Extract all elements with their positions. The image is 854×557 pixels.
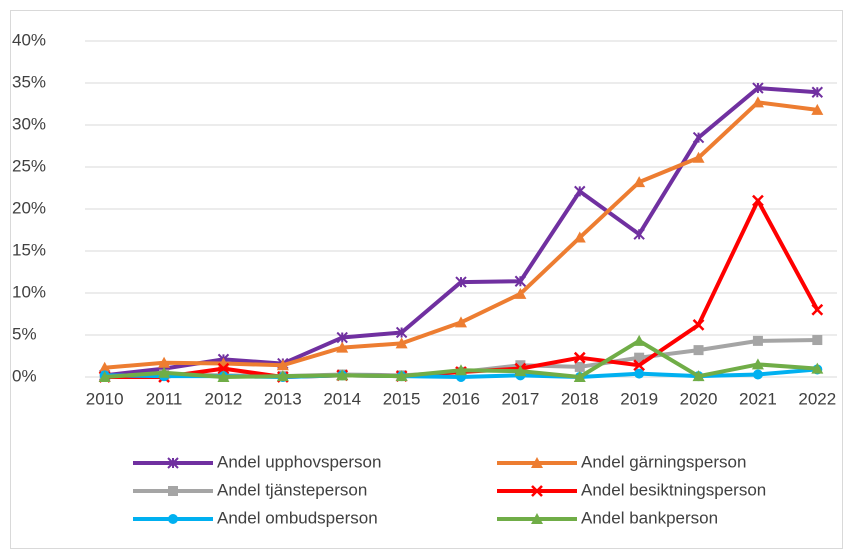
legend-marker — [168, 514, 178, 524]
marker — [276, 370, 289, 382]
marker — [752, 369, 763, 380]
marker — [692, 370, 705, 382]
marker — [811, 362, 824, 374]
x-tick-label: 2017 — [501, 389, 539, 408]
x-tick-label: 2010 — [86, 389, 124, 408]
y-tick-label: 10% — [12, 282, 46, 301]
x-tick-label: 2020 — [680, 389, 718, 408]
marker — [811, 303, 824, 316]
x-tick-label: 2018 — [561, 389, 599, 408]
marker — [395, 326, 408, 339]
marker — [811, 103, 824, 115]
marker — [573, 231, 586, 243]
y-tick-label: 15% — [12, 240, 46, 259]
marker — [336, 369, 349, 381]
marker — [751, 358, 764, 370]
marker — [514, 275, 527, 287]
y-tick-label: 35% — [12, 72, 46, 91]
legend-label: Andel ombudsperson — [217, 508, 378, 527]
marker — [812, 335, 823, 346]
marker — [633, 228, 645, 240]
marker — [751, 96, 764, 108]
marker — [98, 371, 111, 382]
legend-label: Andel tjänsteperson — [217, 480, 367, 499]
y-tick-label: 25% — [12, 156, 46, 175]
x-tick-label: 2015 — [383, 389, 421, 408]
marker — [811, 86, 824, 98]
legend-marker — [167, 457, 179, 469]
marker — [634, 368, 645, 379]
marker — [634, 352, 645, 363]
marker — [395, 370, 408, 382]
legend-label: Andel bankperson — [581, 508, 718, 527]
x-tick-label: 2016 — [442, 389, 480, 408]
marker — [693, 345, 704, 356]
y-tick-label: 40% — [12, 30, 46, 49]
marker — [692, 151, 705, 163]
chart-border — [10, 10, 843, 549]
marker — [752, 194, 764, 207]
marker — [692, 131, 705, 144]
legend-label: Andel gärningsperson — [581, 452, 746, 471]
marker — [633, 334, 646, 346]
marker — [752, 335, 763, 346]
legend-marker — [531, 457, 543, 468]
marker — [455, 364, 467, 376]
marker — [573, 371, 586, 382]
marker — [276, 359, 289, 371]
marker — [633, 359, 646, 372]
marker — [455, 276, 467, 288]
marker — [574, 361, 585, 372]
y-tick-label: 5% — [12, 324, 37, 343]
marker — [633, 176, 646, 188]
marker — [574, 185, 586, 198]
x-tick-label: 2021 — [739, 389, 777, 408]
legend-marker — [168, 486, 178, 496]
legend-label: Andel besiktningsperson — [581, 480, 766, 499]
marker — [217, 362, 230, 375]
marker — [455, 316, 467, 328]
marker — [514, 365, 527, 377]
marker — [336, 341, 349, 353]
marker — [573, 351, 586, 364]
x-tick-label: 2012 — [205, 389, 243, 408]
x-tick-label: 2019 — [620, 389, 658, 408]
x-tick-label: 2011 — [146, 389, 183, 408]
y-tick-label: 30% — [12, 114, 46, 133]
marker — [692, 319, 705, 331]
marker — [217, 371, 230, 382]
marker — [752, 82, 764, 94]
x-tick-label: 2014 — [323, 389, 361, 408]
marker — [514, 287, 527, 299]
marker — [395, 337, 408, 349]
legend-marker — [531, 485, 543, 497]
legend-marker — [531, 513, 543, 524]
marker — [336, 331, 348, 344]
y-tick-label: 20% — [12, 198, 46, 217]
marker — [98, 361, 111, 373]
legend-label: Andel upphovsperson — [217, 452, 381, 471]
x-tick-label: 2022 — [798, 389, 836, 408]
marker — [158, 356, 171, 368]
marker — [158, 366, 171, 378]
y-tick-label: 0% — [12, 366, 37, 385]
x-tick-label: 2013 — [264, 389, 302, 408]
